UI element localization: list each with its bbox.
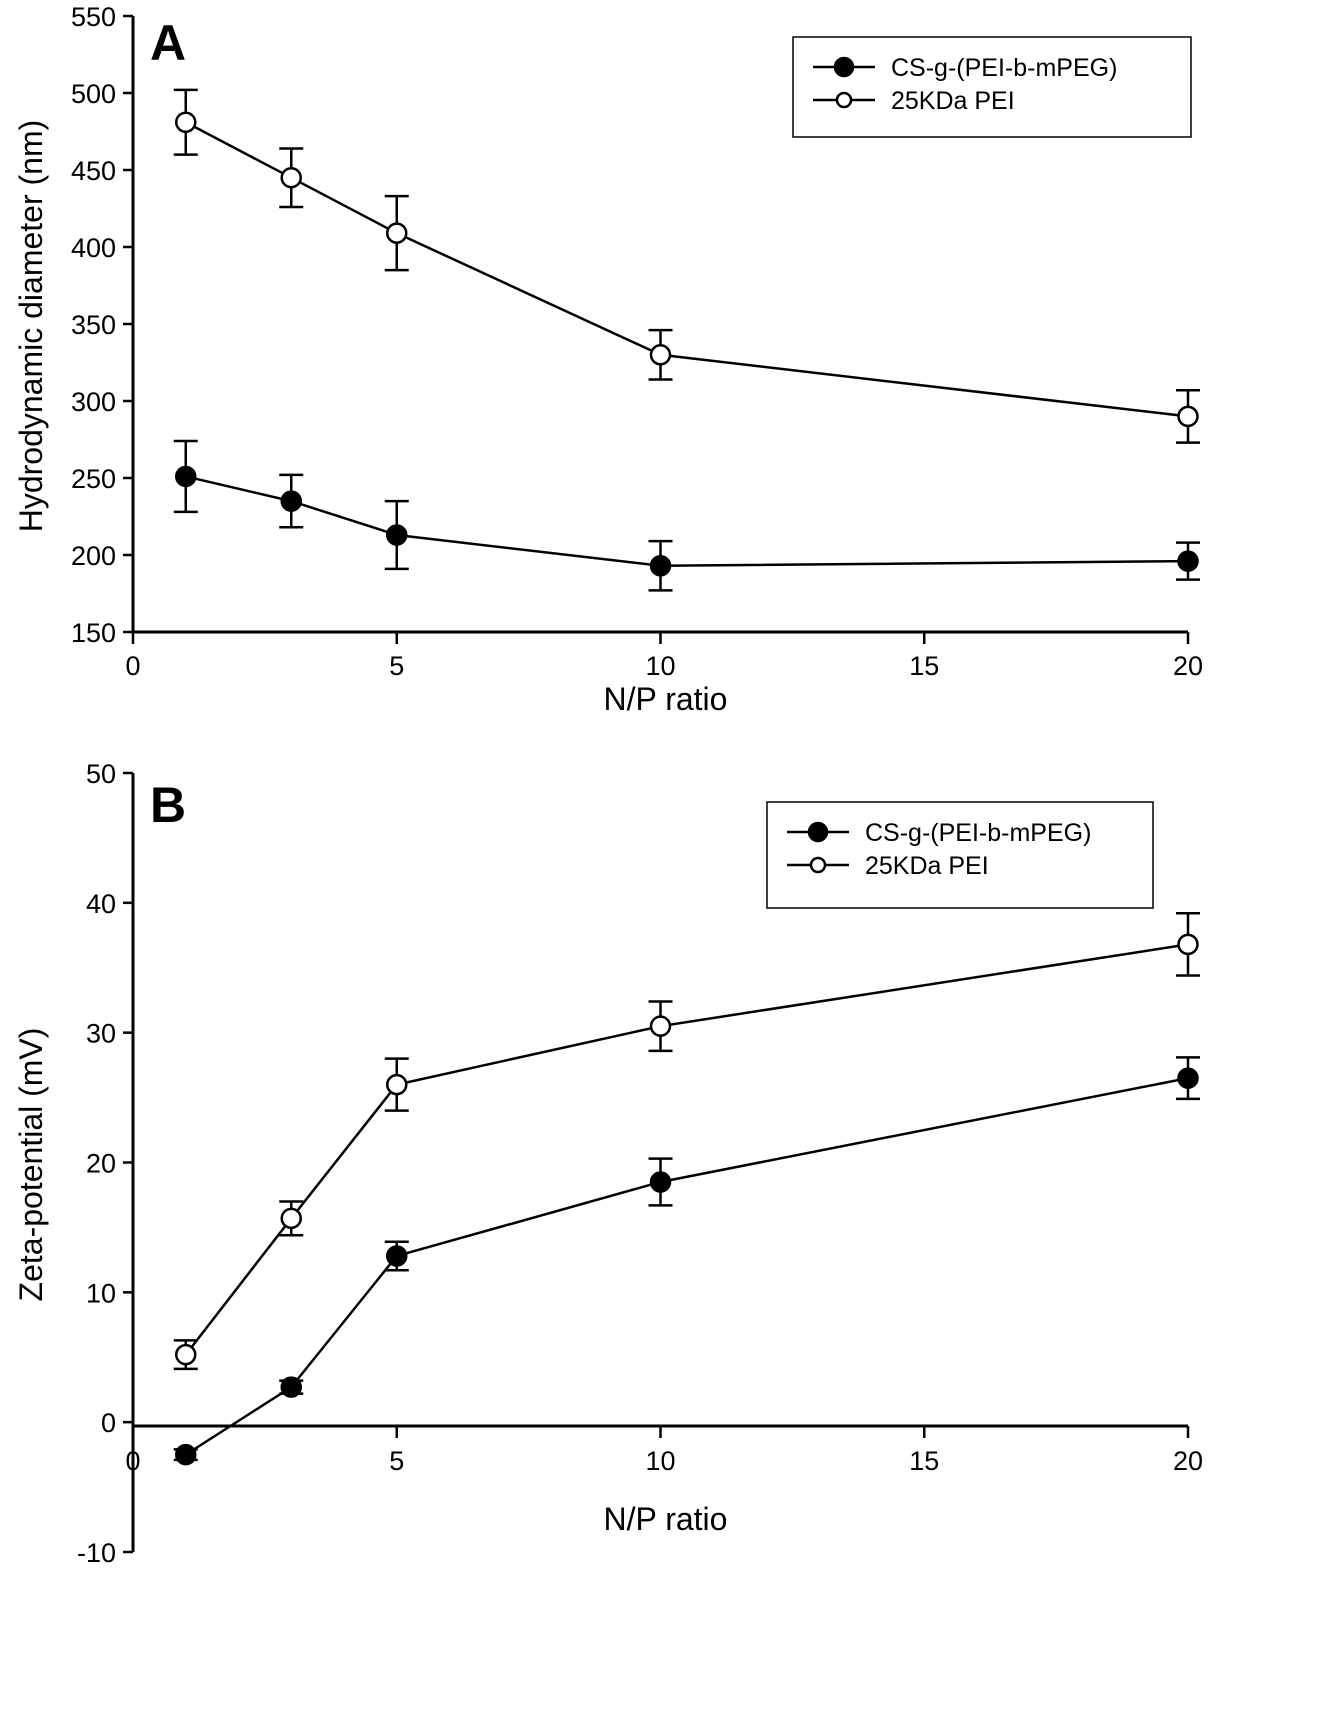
y-tick-label: -10 — [77, 1538, 116, 1568]
data-point — [649, 1015, 672, 1037]
x-tick-label: 5 — [389, 651, 404, 681]
data-point — [175, 111, 197, 134]
legend-label: CS-g-(PEI-b-mPEG) — [891, 54, 1117, 82]
x-tick-label: 10 — [645, 651, 675, 681]
x-tick-label: 5 — [389, 1446, 404, 1476]
x-axis-title: N/P ratio — [604, 681, 728, 717]
data-point — [649, 344, 672, 366]
x-tick-label: 15 — [909, 1446, 939, 1476]
panel-label: B — [150, 777, 186, 833]
data-point — [386, 1245, 408, 1267]
legend: CS-g-(PEI-b-mPEG) 25KDa PEI — [766, 801, 1154, 909]
panel-label: A — [150, 15, 186, 71]
legend-item: 25KDa PEI — [813, 87, 1015, 115]
series-line — [184, 943, 1189, 1356]
y-tick-label: 500 — [71, 79, 116, 109]
data-point — [649, 1171, 672, 1193]
y-tick-label: 550 — [71, 2, 116, 32]
series-line — [185, 1076, 1189, 1456]
legend-label: 25KDa PEI — [891, 87, 1015, 115]
y-tick-label: 30 — [86, 1019, 116, 1049]
y-tick-label: 20 — [86, 1149, 116, 1179]
data-point — [175, 1343, 197, 1366]
legend-label: CS-g-(PEI-b-mPEG) — [865, 819, 1091, 847]
x-tick-label: 10 — [645, 1446, 675, 1476]
y-axis-title: Hydrodynamic diameter (nm) — [13, 120, 49, 533]
data-point — [280, 1376, 302, 1398]
series-25kda-pei — [173, 88, 1200, 444]
legend-box — [766, 801, 1154, 909]
open-circle-marker-icon — [809, 856, 827, 874]
filled-circle-marker-icon — [833, 56, 855, 78]
y-tick-label: 50 — [86, 759, 116, 789]
x-tick-label: 0 — [125, 651, 140, 681]
x-tick-label: 15 — [909, 651, 939, 681]
legend-item: 25KDa PEI — [787, 852, 989, 880]
data-point — [649, 555, 672, 577]
data-point — [386, 524, 408, 546]
data-point — [280, 1207, 302, 1230]
series-line — [185, 475, 1189, 568]
x-tick-label: 0 — [125, 1446, 140, 1476]
data-point — [1177, 405, 1199, 428]
y-tick-label: 0 — [101, 1408, 116, 1438]
data-point — [175, 465, 197, 488]
data-point — [1177, 933, 1199, 956]
x-axis-title: N/P ratio — [604, 1501, 728, 1537]
series-cs-g-pei-b-mpeg — [173, 1056, 1200, 1466]
data-point — [386, 1073, 408, 1096]
data-point — [280, 490, 302, 512]
x-tick-label: 20 — [1173, 1446, 1203, 1476]
series-cs-g-pei-b-mpeg — [173, 439, 1200, 592]
legend-item: CS-g-(PEI-b-mPEG) — [813, 54, 1117, 82]
y-tick-label: 450 — [71, 156, 116, 186]
legend-box — [792, 36, 1192, 138]
data-point — [1177, 550, 1199, 572]
open-circle-marker-icon — [835, 91, 853, 109]
data-point — [386, 222, 408, 244]
filled-circle-marker-icon — [807, 821, 829, 843]
y-tick-label: 400 — [71, 233, 116, 263]
y-tick-label: 10 — [86, 1278, 116, 1308]
series-25kda-pei — [173, 911, 1200, 1371]
data-point — [280, 166, 302, 189]
data-point — [175, 1443, 197, 1466]
series-line — [185, 121, 1189, 418]
y-axis-title: Zeta-potential (mV) — [13, 1028, 49, 1302]
x-tick-label: 20 — [1173, 651, 1203, 681]
legend: CS-g-(PEI-b-mPEG) 25KDa PEI — [792, 36, 1192, 138]
data-point — [1177, 1067, 1199, 1089]
y-tick-label: 150 — [71, 618, 116, 648]
y-tick-label: 300 — [71, 387, 116, 417]
y-tick-label: 40 — [86, 889, 116, 919]
y-tick-label: 250 — [71, 464, 116, 494]
legend-item: CS-g-(PEI-b-mPEG) — [787, 819, 1091, 847]
legend-label: 25KDa PEI — [865, 852, 989, 880]
panel-a-hydrodynamic-diameter-chart: 150 200 250 300 350 400 450 500 550 0 5 10 15 20 N/P r… — [13, 2, 1203, 717]
y-tick-label: 350 — [71, 310, 116, 340]
y-tick-label: 200 — [71, 541, 116, 571]
panel-b-zeta-potential-chart: -10 0 10 20 30 40 50 0 5 10 15 20 N/P ratio Zeta-pote… — [13, 759, 1203, 1568]
